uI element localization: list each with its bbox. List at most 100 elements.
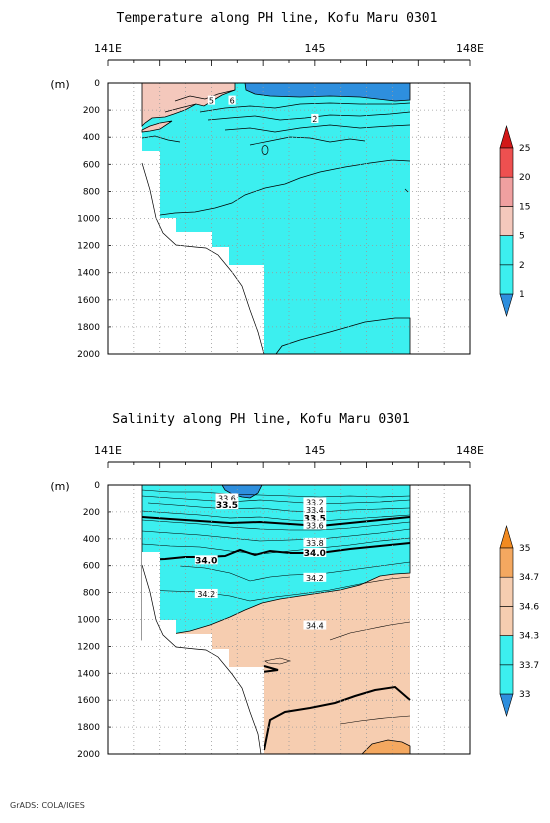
y-tick-label: 0: [94, 79, 100, 89]
temperature-region-below-1: [244, 83, 411, 102]
colorbar-segment: [499, 264, 514, 295]
colorbar-label: 25: [519, 144, 530, 154]
contour-label: 34.4: [306, 622, 324, 631]
salinity-grid: [108, 485, 470, 754]
colorbar-arrow-bottom: [499, 293, 514, 318]
contour-label: 34.2: [197, 590, 215, 599]
y-tick-label: 1600: [77, 296, 100, 306]
contour-label-bg: [194, 555, 218, 565]
temperature-region-5-15-lower: [141, 120, 173, 133]
y-tick-label: 600: [83, 562, 100, 572]
colorbar-label: 34.6: [519, 602, 539, 612]
colorbar-label: 35: [519, 544, 530, 554]
contour-label: 33.2: [306, 498, 324, 507]
colorbar-label: 33: [519, 690, 530, 700]
x-tick-label: 148E: [456, 42, 484, 55]
contour-label-bg: [303, 520, 327, 530]
y-tick-label: 2000: [77, 350, 100, 360]
x-tick-label: 141E: [94, 444, 122, 457]
contour-label: 33.4: [306, 506, 324, 515]
colorbar-segment: [499, 147, 514, 178]
y-tick-label: 1800: [77, 723, 100, 733]
y-tick-label: 0: [94, 481, 100, 491]
contour-label: 5: [209, 97, 214, 106]
contour-label-bg: [303, 513, 327, 523]
colorbar-label: 15: [519, 202, 530, 212]
y-tick-label: 800: [83, 589, 100, 599]
colorbar-label: 20: [519, 173, 531, 183]
colorbar-segment: [499, 547, 514, 578]
colorbar-label: 2: [519, 261, 525, 271]
y-tick-label: 200: [83, 106, 100, 116]
contour-label: 34.2: [306, 574, 324, 583]
software-credit: GrADS: COLA/IGES: [10, 801, 85, 810]
y-tick-label: 1000: [77, 616, 100, 626]
colorbar-label: 33.7: [519, 661, 539, 671]
salinity-y-axis: 0 200 400 600 800 1000 1200 1400 1600 1800 2000: [77, 481, 111, 760]
contour-label: 33.6: [218, 494, 236, 503]
colorbar-segment: [499, 664, 514, 695]
x-tick-label: 145: [305, 42, 326, 55]
salinity-colorbar: 33 33.7 34.3 34.6 34.7 35: [499, 524, 539, 718]
salinity-title: Salinity along PH line, Kofu Maru 0301: [112, 412, 409, 427]
temperature-title: Temperature along PH line, Kofu Maru 030…: [117, 11, 438, 26]
colorbar-arrow-top: [499, 524, 514, 549]
colorbar-segment: [499, 235, 514, 266]
colorbar-label: 34.3: [519, 632, 539, 642]
colorbar-label: 34.7: [519, 573, 539, 583]
colorbar-segment: [499, 576, 514, 607]
y-tick-label: 200: [83, 508, 100, 518]
contour-label-bg: [228, 95, 236, 105]
contour-label-bg: [215, 493, 239, 503]
contour-label-bg: [311, 113, 319, 123]
temperature-grid: [108, 83, 470, 354]
salinity-seafloor-line: [141, 564, 262, 754]
y-tick-label: 1000: [77, 215, 100, 225]
y-tick-label: 2000: [77, 750, 100, 760]
contour-label: 33.5: [304, 515, 326, 525]
colorbar-segment: [499, 635, 514, 666]
temperature-y-axis: 0 200 400 600 800 1000 1200 1400 1600 1800 2000: [77, 79, 111, 360]
colorbar-segment: [499, 206, 514, 236]
colorbar-label: 1: [519, 290, 525, 300]
temperature-x-axis: 141E 145 148E: [94, 42, 484, 66]
contour-label-bg: [207, 95, 216, 105]
y-tick-label: 1800: [77, 323, 100, 333]
contour-label-bg: [303, 537, 327, 547]
salinity-panel: Salinity along PH line, Kofu Maru 0301 1…: [50, 412, 539, 760]
temperature-plot-frame: [107, 82, 471, 355]
contour-label: 34.0: [195, 556, 217, 566]
x-tick-label: 148E: [456, 444, 484, 457]
temperature-seafloor-line: [141, 162, 265, 354]
temperature-contours: [141, 89, 411, 216]
temperature-y-unit: (m): [50, 78, 69, 91]
contour-label: 6: [230, 97, 235, 106]
salinity-x-axis: 141E 145 148E: [94, 444, 484, 468]
colorbar-segment: [499, 176, 514, 207]
contour-label-bg: [215, 500, 239, 510]
salinity-region-34.6-34.7: [361, 739, 411, 754]
y-tick-label: 1200: [77, 242, 100, 252]
colorbar-arrow-bottom: [499, 693, 514, 718]
y-tick-label: 1600: [77, 696, 100, 706]
y-tick-label: 1400: [77, 269, 100, 279]
salinity-y-unit: (m): [50, 480, 69, 493]
y-tick-label: 1200: [77, 642, 100, 652]
y-tick-label: 600: [83, 160, 100, 170]
y-tick-label: 400: [83, 133, 100, 143]
colorbar-label: 5: [519, 232, 525, 242]
contour-label-bg: [303, 547, 327, 557]
temperature-missing-data: [142, 151, 264, 354]
contour-label-bg: [194, 588, 218, 598]
colorbar-arrow-top: [499, 124, 514, 149]
salinity-missing-data: [142, 552, 264, 754]
y-tick-label: 400: [83, 535, 100, 545]
salinity-bold-contours: [141, 516, 411, 751]
temperature-panel: Temperature along PH line, Kofu Maru 030…: [50, 11, 530, 360]
y-tick-label: 800: [83, 187, 100, 197]
x-tick-label: 141E: [94, 42, 122, 55]
y-tick-label: 1400: [77, 669, 100, 679]
contour-label: 33.5: [216, 501, 238, 511]
